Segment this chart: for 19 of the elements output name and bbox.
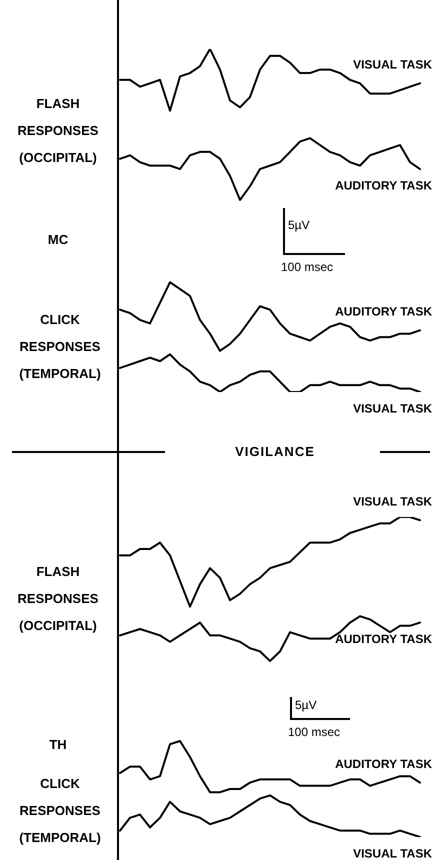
text: TH: [48, 736, 68, 754]
series-label: AUDITORY TASK: [335, 178, 432, 192]
series-label: AUDITORY TASK: [335, 756, 432, 771]
series-label: VISUAL TASK: [353, 58, 432, 72]
series-label: VISUAL TASK: [353, 846, 432, 860]
annotation: 100 msec: [281, 260, 334, 274]
series-label: VISUAL TASK: [353, 494, 432, 509]
text: MC: [46, 231, 70, 249]
series-label: AUDITORY TASK: [335, 632, 432, 646]
text: CLICK RESPONSES (TEMPORAL): [18, 311, 102, 383]
text: CLICK RESPONSES (TEMPORAL): [18, 775, 102, 847]
text: FLASH RESPONSES (OCCIPITAL): [16, 563, 100, 635]
series-label: AUDITORY TASK: [335, 304, 432, 319]
text: FLASH RESPONSES (OCCIPITAL): [16, 95, 100, 167]
series-label: VISUAL TASK: [353, 401, 432, 416]
annotation: 100 msec: [288, 725, 342, 739]
annotation: 5µV: [288, 218, 311, 232]
chart-title: VIGILANCE: [234, 443, 316, 461]
annotation: 5µV: [295, 698, 318, 712]
